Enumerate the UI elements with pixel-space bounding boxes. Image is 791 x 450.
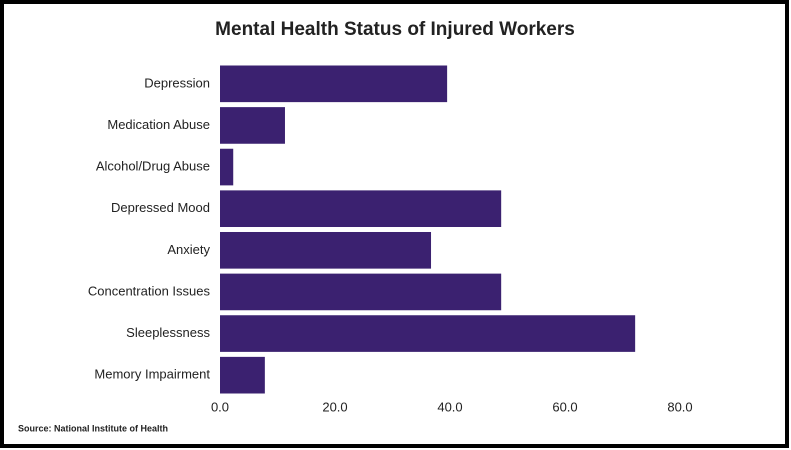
y-tick-label: Depressed Mood: [111, 200, 210, 215]
bar: [220, 107, 285, 144]
x-tick-label: 80.0: [667, 399, 692, 414]
bar: [220, 273, 502, 311]
x-tick-label: 60.0: [552, 399, 577, 414]
y-tick-label: Anxiety: [167, 242, 210, 257]
bar: [220, 65, 448, 103]
source-note: Source: National Institute of Health: [18, 423, 168, 433]
y-tick-label: Medication Abuse: [107, 117, 210, 132]
bar: [220, 190, 502, 228]
x-tick-label: 20.0: [322, 399, 347, 414]
y-tick-label: Alcohol/Drug Abuse: [96, 159, 210, 174]
bar: [220, 231, 432, 269]
bar: [220, 356, 265, 394]
bar: [220, 148, 234, 186]
x-tick-label: 0.0: [211, 399, 229, 414]
y-tick-label: Depression: [144, 75, 210, 90]
x-tick-label: 40.0: [437, 399, 462, 414]
y-tick-label: Sleeplessness: [126, 325, 210, 340]
chart-title: Mental Health Status of Injured Workers: [215, 19, 575, 40]
y-tick-label: Concentration Issues: [88, 283, 211, 298]
y-tick-label: Memory Impairment: [94, 367, 210, 382]
bar: [220, 315, 636, 352]
